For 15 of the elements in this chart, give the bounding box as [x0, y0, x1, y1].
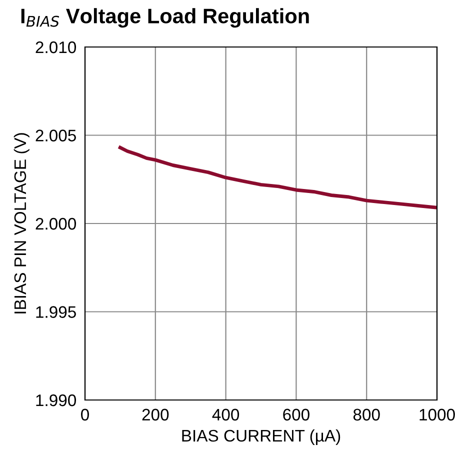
x-axis-title: BIAS CURRENT (µA): [182, 429, 340, 445]
x-tick-label: 0: [81, 408, 89, 421]
y-tick-label: 1.995: [36, 306, 76, 318]
x-tick-label: 200: [142, 408, 169, 421]
y-tick-label: 1.990: [36, 394, 76, 406]
y-axis-title: IBIAS PIN VOLTAGE (V): [14, 133, 30, 314]
x-tick-label: 1000: [420, 408, 455, 421]
y-tick-label: 2.010: [36, 41, 76, 54]
chart-title: I$_{BIAS}$ Voltage Load Regulation: [21, 8, 309, 28]
y-tick-label: 2.005: [36, 130, 76, 142]
y-tick-label: 2.000: [36, 218, 76, 230]
x-tick-label: 600: [283, 408, 310, 421]
x-tick-label: 800: [353, 408, 380, 421]
x-tick-label: 400: [212, 408, 240, 421]
line-series: [118, 146, 437, 210]
